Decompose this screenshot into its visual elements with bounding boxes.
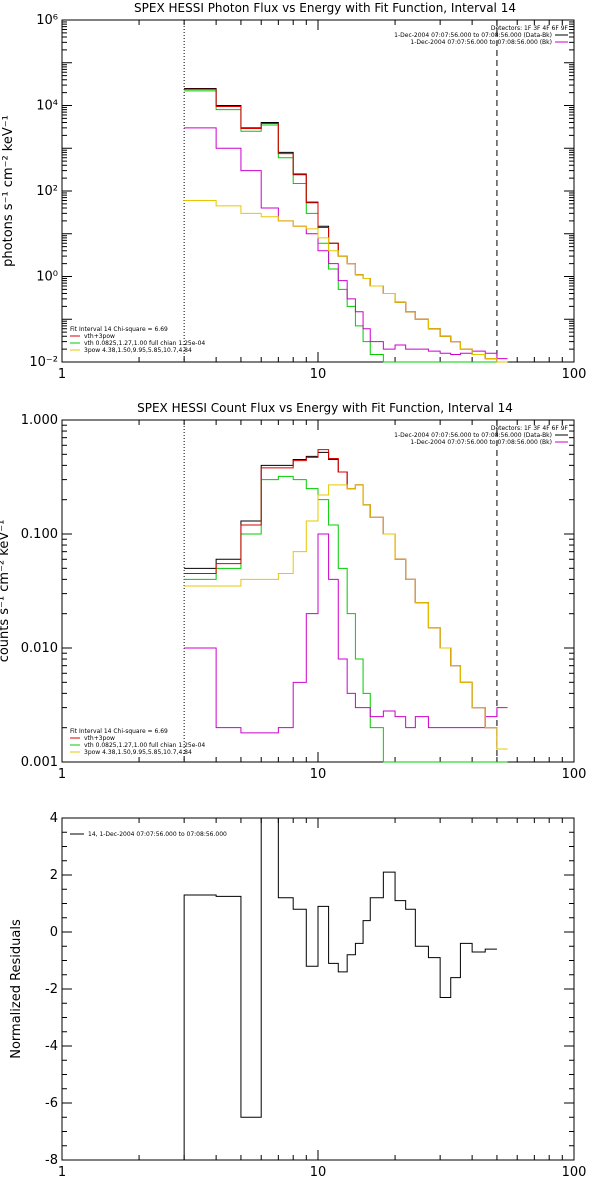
panel1-title: SPEX HESSI Photon Flux vs Energy with Fi… [134, 1, 516, 15]
series-line [184, 90, 508, 363]
panel2-leg-green: vth 0.0825,1.27,1.00 full chian 1.25e-04 [84, 742, 205, 749]
panel1-ylabel: photons s⁻¹ cm⁻² keV⁻¹ [1, 115, 16, 267]
panel3-ticks: 1 10 100 -8 -6 -4 -2 0 2 4 [45, 811, 586, 1180]
y-tick-label: -2 [45, 982, 58, 997]
x-tick-label: 100 [562, 1165, 587, 1180]
panel1-leg-yellow: 3pow 4.38,1.50,9.95,5.85,10.7,4.84 [84, 347, 192, 354]
panel1-info-top: Detectors: 1F 3F 4F 6F 9F 1-Dec-2004 07:… [394, 25, 568, 46]
y-tick-label: -4 [45, 1039, 58, 1054]
series-line [184, 87, 508, 363]
y-tick-label: -6 [45, 1096, 58, 1111]
panel2-fit-interval: Fit Interval 14 Chi-square = 6.69 [70, 728, 168, 735]
panel3-legend-text: 14, 1-Dec-2004 07:07:56.000 to 07:08:56.… [88, 831, 227, 838]
panel-count-flux: SPEX HESSI Count Flux vs Energy with Fit… [0, 401, 586, 782]
panel1-data-bk: 1-Dec-2004 07:07:56.000 to 07:08:56.000 … [394, 32, 552, 39]
panel2-vlines [183, 420, 498, 762]
x-tick-label: 1 [58, 1165, 66, 1180]
panel-photon-flux: SPEX HESSI Photon Flux vs Energy with Fi… [1, 1, 586, 382]
x-tick-label: 10 [310, 367, 327, 382]
y-tick-label: 0.010 [21, 641, 58, 656]
y-tick-label: 0.001 [21, 755, 58, 770]
panel-residuals: 1 10 100 -8 -6 -4 -2 0 2 4 Normalized Residuals 1… [9, 811, 586, 1180]
series-line [184, 127, 508, 360]
x-tick-label: 100 [562, 367, 587, 382]
panel2-detectors: Detectors: 1F 3F 4F 6F 9F [491, 425, 569, 432]
y-tick-label: 10⁶ [36, 13, 58, 28]
y-tick-label: 0 [50, 925, 58, 940]
y-tick-label: 1.000 [21, 413, 58, 428]
panel2-ylabel: counts s⁻¹ cm⁻² keV⁻¹ [0, 520, 12, 663]
panel1-leg-red: vth+3pow [84, 333, 115, 340]
panel1-info-bottom: Fit Interval 14 Chi-square = 6.69 vth+3p… [70, 326, 205, 354]
series-line [184, 484, 508, 750]
x-tick-label: 100 [562, 767, 587, 782]
series-line [184, 88, 508, 363]
series-line [184, 533, 508, 734]
panel2-title: SPEX HESSI Count Flux vs Energy with Fit… [137, 401, 513, 415]
panel2-bk: 1-Dec-2004 07:07:56.000 to 07:08:56.000 … [410, 439, 552, 446]
y-tick-label: 0.100 [21, 527, 58, 542]
panel2-leg-red: vth+3pow [84, 735, 115, 742]
y-tick-label: 10⁰ [36, 270, 58, 285]
panel1-bk: 1-Dec-2004 07:07:56.000 to 07:08:56.000 … [410, 39, 552, 46]
panel2-data-bk: 1-Dec-2004 07:07:56.000 to 07:08:56.000 … [394, 432, 552, 439]
x-tick-label: 1 [58, 367, 66, 382]
y-tick-label: -8 [45, 1153, 58, 1168]
panel1-detectors: Detectors: 1F 3F 4F 6F 9F [491, 25, 569, 32]
panel2-info-top: Detectors: 1F 3F 4F 6F 9F 1-Dec-2004 07:… [394, 425, 568, 446]
y-tick-label: 10⁻² [29, 355, 58, 370]
series-line [184, 475, 508, 763]
x-tick-label: 1 [58, 767, 66, 782]
series-line [184, 449, 508, 750]
panel3-series [183, 817, 497, 1160]
panel2-leg-yellow: 3pow 4.38,1.50,9.95,5.85,10.7,4.84 [84, 749, 192, 756]
panel3-ylabel: Normalized Residuals [9, 919, 24, 1059]
y-tick-label: 2 [50, 868, 58, 883]
series-line [184, 451, 508, 750]
y-tick-label: 4 [50, 811, 58, 826]
series-line [184, 199, 508, 363]
panel1-fit-interval: Fit Interval 14 Chi-square = 6.69 [70, 326, 168, 333]
panel2-ticks: 1 10 100 0.001 0.010 0.100 1.000 [21, 413, 587, 782]
panel1-series [184, 87, 508, 363]
panel3-frame [61, 817, 575, 1161]
y-tick-label: 10² [36, 184, 58, 199]
y-tick-label: 10⁴ [36, 99, 58, 114]
series-line [183, 817, 497, 1160]
x-tick-label: 10 [310, 1165, 327, 1180]
x-tick-label: 10 [310, 767, 327, 782]
panel1-leg-green: vth 0.0825,1.27,1.00 full chian 1.25e-04 [84, 340, 205, 347]
panel2-info-bottom: Fit Interval 14 Chi-square = 6.69 vth+3p… [70, 728, 205, 756]
panel2-series [184, 449, 508, 763]
panel1-ticks: 1 10 100 10⁻² 10⁰ 10² 10⁴ 10⁶ [29, 13, 586, 382]
panel1-vlines [183, 20, 498, 362]
